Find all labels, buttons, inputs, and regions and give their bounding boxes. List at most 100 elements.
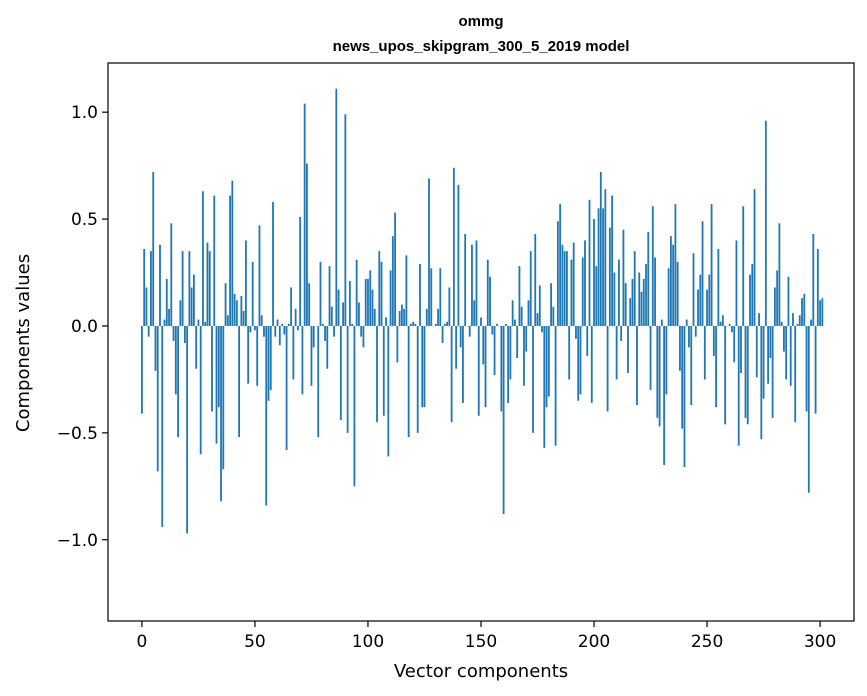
bar [428, 178, 430, 326]
bar [276, 319, 279, 326]
bar [231, 180, 234, 326]
bar [457, 184, 460, 326]
bar [260, 315, 263, 326]
bar [154, 325, 157, 371]
bar [306, 163, 308, 326]
bar [821, 298, 824, 326]
bar [475, 240, 478, 326]
bar [188, 251, 191, 326]
bar [174, 325, 177, 395]
bar [486, 259, 489, 326]
bar [798, 315, 801, 326]
x-tick-label: 300 [804, 632, 836, 652]
bar [290, 287, 293, 326]
bar [335, 88, 338, 326]
bar [547, 325, 550, 397]
bar [407, 325, 410, 438]
bar [712, 325, 715, 356]
x-axis-label: Vector components [394, 661, 568, 682]
bar [391, 236, 394, 326]
bar [161, 325, 164, 527]
bar [744, 325, 747, 418]
bar [141, 325, 143, 414]
bar [764, 120, 767, 326]
bar [613, 272, 616, 326]
bar [179, 300, 182, 326]
bar [724, 325, 727, 425]
bar [642, 278, 645, 326]
bar [620, 325, 623, 341]
bar [240, 296, 243, 326]
bar [749, 274, 751, 326]
bar [387, 325, 390, 457]
bar [633, 251, 636, 326]
bar [672, 244, 675, 326]
bar [683, 325, 686, 468]
bar [208, 251, 211, 326]
bar [348, 281, 351, 326]
bar [267, 325, 270, 401]
bar [819, 300, 821, 326]
bar [556, 221, 559, 326]
bar [493, 325, 496, 376]
bar [665, 325, 668, 395]
bar [416, 325, 419, 433]
bar [281, 323, 283, 326]
bar [638, 272, 641, 326]
bar [328, 266, 331, 326]
bar [344, 114, 347, 326]
bar [572, 242, 575, 326]
bar [398, 311, 401, 326]
bar [708, 274, 711, 326]
bar [767, 325, 770, 384]
bar [753, 189, 756, 326]
bar [529, 251, 532, 326]
bar [452, 167, 455, 326]
bar [292, 325, 295, 380]
bar [192, 274, 195, 326]
bar [516, 325, 519, 359]
bar [495, 323, 498, 326]
bar [220, 325, 222, 502]
bar [669, 236, 672, 326]
bar [593, 219, 595, 326]
bar [617, 259, 620, 326]
bar [301, 325, 304, 395]
bar [552, 306, 555, 326]
bar [378, 251, 381, 326]
bar [740, 325, 742, 373]
bar [249, 325, 252, 333]
bar [525, 325, 528, 352]
bar [342, 302, 345, 326]
bar [541, 325, 543, 333]
bar [760, 325, 763, 440]
bar [421, 325, 424, 408]
bar [263, 325, 265, 337]
bar [773, 287, 776, 326]
bar [258, 225, 261, 326]
bar [604, 189, 607, 326]
bar [615, 325, 618, 380]
bar [242, 311, 245, 326]
bar [733, 325, 736, 363]
bar [692, 253, 695, 326]
x-tick-label: 150 [465, 632, 497, 652]
bar [694, 325, 697, 337]
bar [244, 240, 247, 326]
bar [792, 313, 794, 326]
bar [629, 298, 632, 326]
bar [491, 325, 494, 335]
bar [527, 300, 530, 326]
bar [606, 325, 609, 412]
bar [688, 325, 690, 348]
bar [656, 325, 659, 418]
bar [654, 257, 656, 326]
bar [674, 204, 677, 326]
bar [303, 103, 306, 326]
bar [796, 323, 799, 326]
bar [480, 317, 482, 326]
bar [310, 325, 313, 386]
bar [296, 325, 299, 331]
bar [787, 276, 790, 326]
